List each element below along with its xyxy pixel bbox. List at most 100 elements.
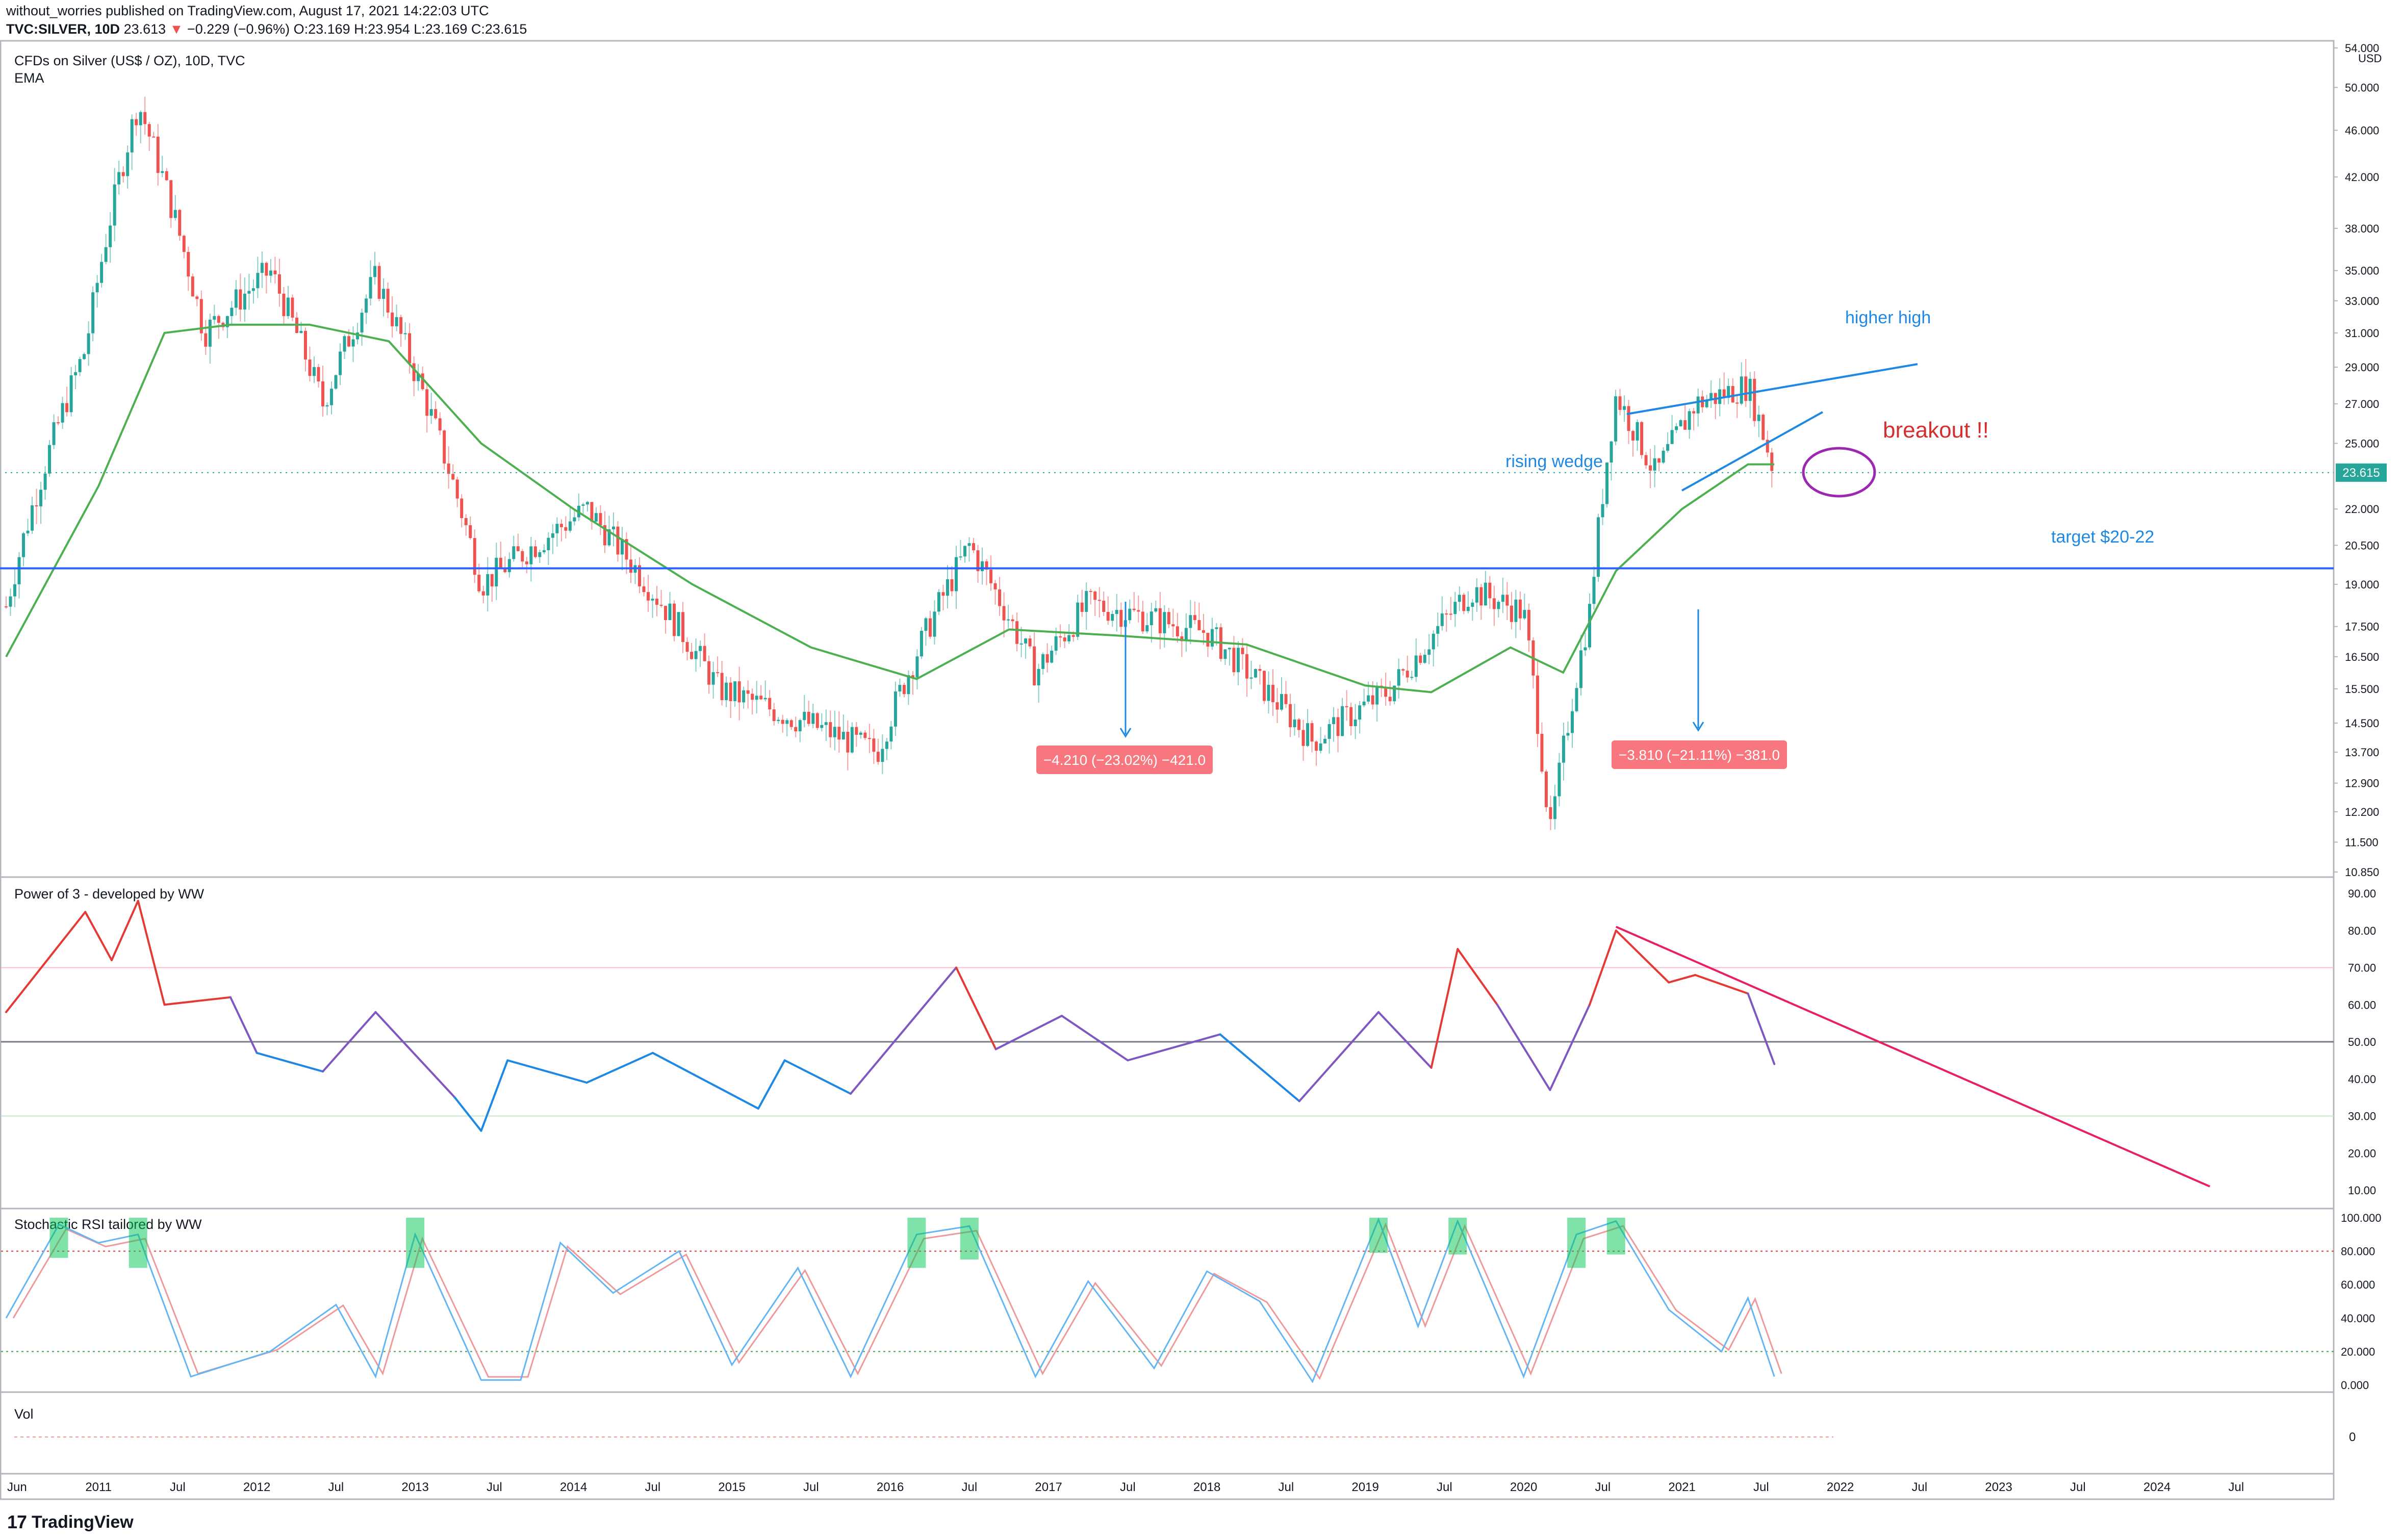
candle-body	[1059, 636, 1062, 638]
candle-body	[950, 579, 954, 592]
wedge-upper-trendline[interactable]	[1626, 363, 1918, 415]
candle-body	[815, 713, 819, 728]
power-tick-label: 40.00	[2348, 1073, 2376, 1086]
candle-body	[707, 661, 711, 685]
candle-body	[829, 722, 832, 737]
time-label: 2017	[1035, 1480, 1062, 1494]
candle-body	[1284, 694, 1288, 704]
candle-body	[334, 375, 338, 389]
higher-high-annotation: higher high	[1845, 308, 1931, 327]
candle-body	[412, 363, 416, 381]
candle-body	[481, 591, 485, 596]
stoch-axis[interactable]: 100.000 80.000 60.000 40.000 20.000 0.000	[2341, 1212, 2382, 1392]
candle-body	[1731, 386, 1734, 403]
candle-body	[1597, 517, 1600, 577]
power-downtrend-line[interactable]	[1615, 926, 2210, 1188]
target-annotation: target $20-22	[2051, 527, 2154, 547]
candle-body	[1202, 630, 1205, 633]
candle-body	[1414, 655, 1418, 677]
candle-body	[464, 518, 468, 525]
measure-tool-2016[interactable]: −4.210 (−23.02%) −421.0	[1036, 602, 1213, 774]
time-label: 2021	[1668, 1480, 1695, 1494]
candle-body	[898, 685, 902, 692]
candle-body	[490, 574, 494, 586]
candle-body	[607, 529, 611, 546]
power-axis[interactable]: 90.00 80.00 70.00 60.00 50.00 40.00 30.00 20.00…	[2348, 887, 2376, 1197]
candle-body	[603, 525, 606, 546]
candle-body	[1401, 669, 1405, 671]
candle-body	[1670, 430, 1674, 444]
candle-body	[1540, 734, 1544, 772]
candle-body	[282, 293, 286, 316]
measure-label-2020: −3.810 (−21.11%) −381.0	[1619, 747, 1780, 763]
symbol-label[interactable]: TVC:SILVER, 10D	[6, 21, 120, 37]
candle-body	[742, 690, 746, 703]
stoch-overbought-highlight	[1369, 1218, 1388, 1253]
candle-body	[1384, 687, 1388, 697]
time-axis[interactable]: Jun 2011 Jul 2012 Jul 2013 Jul 2014 Jul 2015 Jul 20…	[7, 1480, 2244, 1494]
stoch-overbought-highlight	[129, 1218, 147, 1268]
candle-body	[351, 339, 355, 347]
candle-body	[1761, 415, 1765, 440]
power-tick-label: 10.00	[2348, 1184, 2376, 1197]
candle-body	[369, 277, 372, 299]
candle-body	[1306, 723, 1310, 746]
candle-body	[1076, 602, 1080, 637]
candle-body	[1071, 635, 1075, 637]
vol-axis-zero: 0	[2349, 1430, 2356, 1444]
price-tick-label: 42.000	[2345, 171, 2379, 184]
power-segment	[1457, 948, 1498, 1006]
candle-body	[1375, 685, 1379, 705]
ema-legend-label: EMA	[14, 70, 44, 86]
candle-body	[1675, 426, 1678, 430]
candle-body	[1484, 582, 1487, 606]
candle-body	[43, 473, 47, 490]
candle-body	[1636, 422, 1639, 441]
breakout-circle[interactable]	[1802, 447, 1876, 498]
candle-body	[824, 722, 828, 725]
power-segment	[163, 996, 232, 1006]
candle-body	[1163, 612, 1166, 633]
candle-body	[1206, 632, 1210, 647]
tradingview-logo[interactable]: 17 TradingView	[7, 1509, 134, 1535]
candle-body	[243, 293, 246, 310]
measure-tool-2020[interactable]: −3.810 (−21.11%) −381.0	[1612, 609, 1787, 769]
candle-body	[438, 418, 442, 431]
price-tick-label: 50.000	[2345, 81, 2379, 94]
candle-body	[1137, 610, 1140, 612]
time-label: 2011	[85, 1480, 112, 1494]
candle-body	[1280, 694, 1284, 710]
candle-body	[881, 749, 884, 762]
power-segment	[955, 966, 997, 1050]
candle-body	[1688, 411, 1691, 430]
candle-body	[772, 709, 776, 721]
candle-body	[716, 672, 720, 674]
power-segment	[1747, 992, 1776, 1065]
candle-body	[1332, 717, 1336, 724]
candle-body	[625, 539, 628, 560]
candle-body	[677, 612, 680, 636]
candle-body	[182, 236, 186, 252]
candle-body	[551, 533, 554, 538]
candle-body	[1518, 599, 1522, 619]
wedge-lower-trendline[interactable]	[1681, 411, 1823, 492]
candle-body	[1653, 458, 1656, 471]
price-tick-label: 15.500	[2345, 683, 2379, 696]
price-axis[interactable]: 54.000 50.000 46.000 42.000 38.000 35.000 33.0…	[2334, 42, 2379, 879]
power-segment	[850, 966, 957, 1095]
candle-body	[173, 210, 177, 218]
stoch-overbought-highlight	[907, 1218, 926, 1268]
power-of-3-title: Power of 3 - developed by WW	[14, 886, 205, 902]
candle-body	[434, 409, 438, 419]
candle-body	[191, 276, 194, 297]
candle-body	[1432, 633, 1435, 650]
candle-body	[39, 490, 43, 507]
candle-body	[668, 603, 672, 621]
currency-label: USD	[2358, 52, 2382, 65]
candle-body	[1397, 669, 1400, 686]
power-segment	[1377, 1011, 1433, 1069]
candle-body	[1722, 389, 1726, 398]
candle-body	[187, 252, 190, 277]
candle-body	[1028, 638, 1032, 647]
